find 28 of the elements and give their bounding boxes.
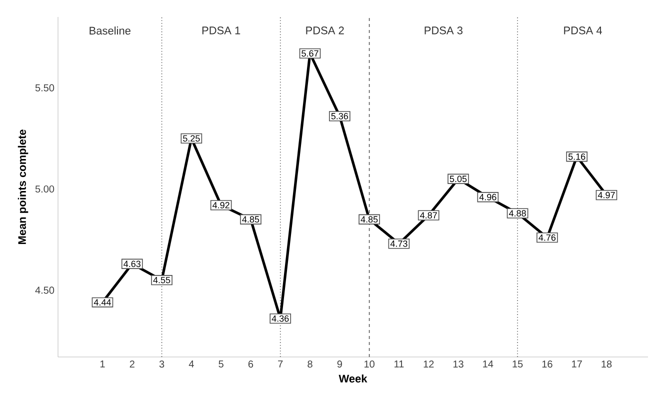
- x-tick-label: 18: [602, 360, 612, 368]
- x-tick-label: 3: [159, 360, 164, 368]
- x-tick-label: 10: [364, 360, 374, 368]
- x-tick-label: 11: [394, 360, 404, 368]
- x-tick-label: 9: [337, 360, 342, 368]
- x-tick-label: 17: [572, 360, 582, 368]
- annotation: PDSA 3: [424, 26, 462, 34]
- x-tick-label: 7: [278, 360, 283, 368]
- x-tick-label: 2: [130, 360, 134, 368]
- x-tick-label: 6: [248, 360, 254, 368]
- y-tick-label: 5.00: [35, 185, 54, 193]
- annotation: PDSA 2: [306, 26, 344, 34]
- x-tick-label: 14: [483, 360, 494, 368]
- y-axis-title: Mean points complete: [18, 130, 28, 244]
- y-tick-label: 4.50: [35, 286, 54, 294]
- x-tick-label: 15: [512, 360, 523, 368]
- x-tick-label: 1: [100, 360, 105, 368]
- x-tick-label: 16: [542, 360, 552, 368]
- x-tick-label: 12: [424, 360, 434, 368]
- annotation: Baseline: [90, 26, 130, 35]
- annotation: PDSA 1: [202, 26, 240, 34]
- x-tick-label: 13: [453, 360, 464, 368]
- x-tick-label: 4: [188, 360, 194, 368]
- x-axis-title: Week: [338, 374, 368, 383]
- x-tick-label: 5: [218, 360, 224, 368]
- x-tick-label: 8: [308, 360, 312, 368]
- annotation: PDSA 4: [564, 26, 602, 34]
- y-tick-label: 5.50: [35, 84, 54, 92]
